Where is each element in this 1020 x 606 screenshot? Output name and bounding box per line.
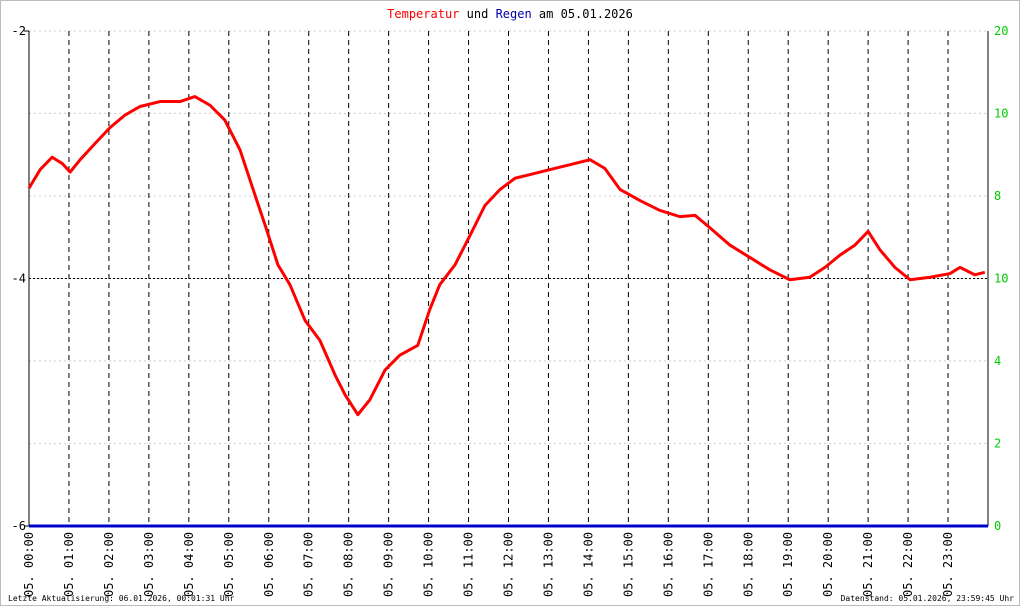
y-tick-label: -4 (12, 272, 26, 286)
x-tick-label: 05. 18:00 (741, 532, 755, 597)
x-tick-label: 05. 21:00 (861, 532, 875, 597)
x-tick-label: 05. 04:00 (182, 532, 196, 597)
x-tick-label: 05. 17:00 (701, 532, 715, 597)
y2-tick-label: 4 (994, 354, 1001, 368)
x-tick-label: 05. 14:00 (581, 532, 595, 597)
x-tick-label: 05. 03:00 (142, 532, 156, 597)
x-tick-label: 05. 05:00 (222, 532, 236, 597)
series-line (27, 95, 986, 417)
title-temp: Temperatur (387, 7, 459, 21)
x-tick-label: 05. 16:00 (661, 532, 675, 597)
chart-title: Temperatur und Regen am 05.01.2026 (387, 7, 633, 21)
x-tick-label: 05. 10:00 (422, 532, 436, 597)
footer-left: Letzte Aktualisierung: 06.01.2026, 00:01… (8, 594, 235, 603)
y2-tick-label: 10 (994, 272, 1008, 286)
title-joiner: und (467, 7, 489, 21)
y2-tick-label: 0 (994, 519, 1001, 533)
y-tick-label: -2 (12, 24, 26, 38)
x-tick-label: 05. 19:00 (781, 532, 795, 597)
x-tick-label: 05. 09:00 (382, 532, 396, 597)
x-tick-label: 05. 11:00 (462, 532, 476, 597)
x-tick-label: 05. 20:00 (821, 532, 835, 597)
y2-tick-label: 20 (994, 24, 1008, 38)
footer-right: Datenstand: 05.01.2026, 23:59:45 Uhr (841, 594, 1015, 603)
title-suffix: am 05.01.2026 (539, 7, 633, 21)
x-tick-label: 05. 12:00 (502, 532, 516, 597)
x-tick-label: 05. 07:00 (302, 532, 316, 597)
x-tick-label: 05. 02:00 (102, 532, 116, 597)
x-tick-label: 05. 22:00 (901, 532, 915, 597)
x-tick-label: 05. 15:00 (621, 532, 635, 597)
y-tick-label: -6 (12, 519, 26, 533)
x-tick-label: 05. 01:00 (62, 532, 76, 597)
x-tick-label: 05. 08:00 (342, 532, 356, 597)
x-tick-label: 05. 06:00 (262, 532, 276, 597)
x-tick-label: 05. 00:00 (22, 532, 36, 597)
x-tick-label: 05. 13:00 (541, 532, 555, 597)
x-tick-label: 05. 23:00 (941, 532, 955, 597)
y2-tick-label: 10 (994, 106, 1008, 120)
title-rain: Regen (496, 7, 532, 21)
y2-tick-label: 8 (994, 189, 1001, 203)
y2-tick-label: 2 (994, 437, 1001, 451)
